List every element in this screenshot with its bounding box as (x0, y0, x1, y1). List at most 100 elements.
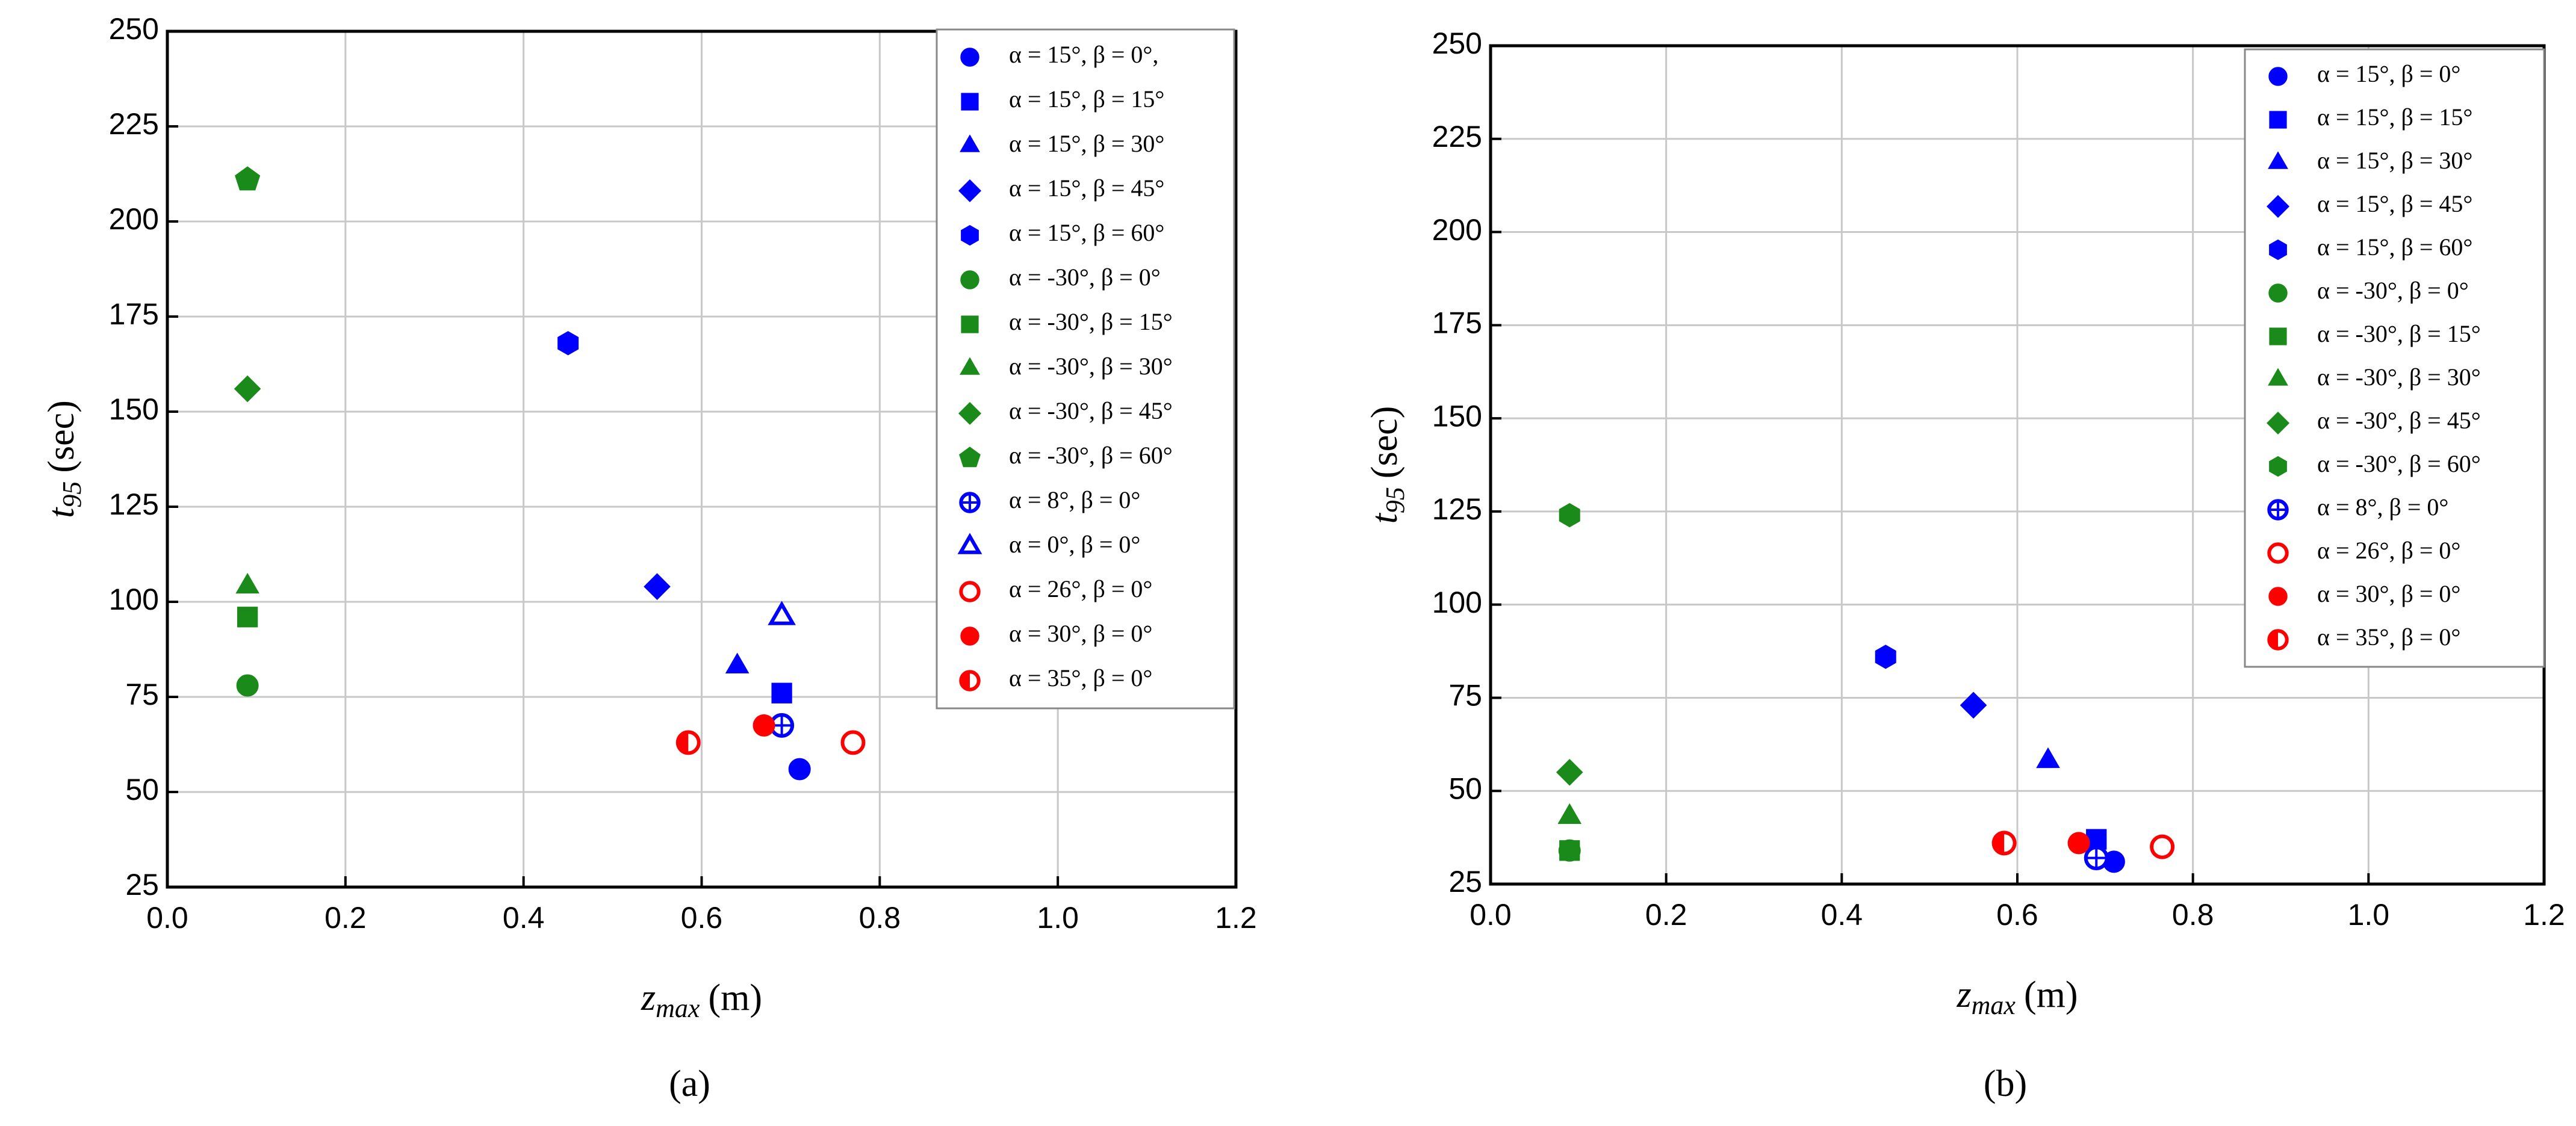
legend-box (2244, 48, 2545, 668)
marker-shape (957, 533, 982, 554)
legend-label: α = 15°, β = 60° (2317, 234, 2472, 261)
marker-shape (1557, 803, 1582, 824)
x-tick-label: 0.0 (146, 901, 188, 935)
axis-subscript: 95 (1380, 487, 1410, 513)
x-tick-label: 1.0 (1037, 901, 1079, 935)
marker-shape (234, 375, 261, 403)
marker (2267, 629, 2289, 651)
marker (753, 714, 775, 737)
marker-shape (960, 48, 979, 67)
legend-label: α = -30°, β = 45° (2317, 407, 2481, 434)
axis-symbol: t (1364, 512, 1405, 524)
legend-label: α = -30°, β = 60° (1009, 442, 1173, 469)
marker (2267, 499, 2289, 521)
y-tick-label: 100 (109, 583, 159, 616)
marker-shape (959, 581, 981, 602)
legend-label: α = -30°, β = 0° (1009, 264, 1161, 291)
legend-label: α = 15°, β = 45° (2317, 190, 2472, 217)
marker (2266, 194, 2290, 218)
legend-box (936, 28, 1235, 710)
legend-label: α = -30°, β = 15° (2317, 320, 2481, 347)
legend-label: α = 15°, β = 15° (1009, 85, 1164, 113)
y-tick-label: 75 (1448, 679, 1482, 713)
marker (2268, 587, 2288, 606)
marker-shape (2268, 587, 2288, 606)
marker-shape (2269, 239, 2287, 261)
legend-label: α = 15°, β = 0°, (1009, 41, 1158, 68)
y-tick-label: 100 (1432, 586, 1482, 619)
legend: α = 15°, β = 0°, α = 15°, β = 15° α = 15°,… (936, 28, 1235, 710)
marker-shape (961, 93, 979, 111)
marker (2150, 834, 2175, 859)
marker (2269, 456, 2287, 477)
marker-half (961, 672, 970, 690)
marker-shape (960, 134, 980, 152)
marker-shape (235, 166, 261, 191)
marker-shape (2269, 456, 2287, 477)
y-tick-label: 150 (1432, 399, 1482, 433)
marker-shape (788, 758, 811, 781)
marker (959, 581, 981, 602)
legend-label: α = 30°, β = 0° (1009, 620, 1152, 647)
y-tick-label: 225 (1432, 120, 1482, 153)
y-tick-label: 25 (125, 868, 159, 902)
x-tick-label: 0.4 (1821, 898, 1863, 932)
x-tick-label: 0.6 (1996, 898, 2038, 932)
marker (235, 572, 259, 594)
marker (2268, 67, 2288, 86)
y-tick-label: 250 (1432, 26, 1482, 60)
legend-label: α = -30°, β = 45° (1009, 397, 1173, 424)
x-tick-label: 0.6 (681, 901, 723, 935)
marker-shape (2268, 368, 2288, 386)
legend-label: α = -30°, β = 60° (2317, 450, 2481, 477)
legend-label: α = -30°, β = 15° (1009, 308, 1173, 335)
marker (2268, 283, 2288, 303)
legend-label: α = -30°, β = 30° (2317, 363, 2481, 391)
marker (2269, 239, 2287, 261)
marker-shape (768, 601, 796, 625)
x-axis-label: zmax (m) (1957, 974, 2078, 1020)
x-tick-label: 1.2 (2523, 898, 2565, 932)
legend-label: α = 30°, β = 0° (2317, 580, 2460, 607)
marker-half (2269, 631, 2278, 649)
x-axis-label: zmax (m) (641, 977, 762, 1023)
marker-shape (557, 331, 579, 356)
legend-label: α = -30°, β = 0° (2317, 277, 2469, 304)
y-tick-label: 200 (109, 202, 159, 236)
legend-label: α = 15°, β = 60° (1009, 219, 1164, 246)
axis-symbol: z (641, 977, 656, 1018)
marker-shape (1559, 840, 1580, 861)
marker-shape (2268, 283, 2288, 303)
marker-shape (961, 315, 979, 333)
marker (958, 401, 982, 425)
marker-shape (2269, 327, 2287, 345)
marker-half (1993, 832, 2005, 854)
legend-label: α = 26°, β = 0° (2317, 537, 2460, 564)
legend-label: α = 15°, β = 30° (1009, 130, 1164, 157)
x-tick-label: 0.2 (324, 901, 367, 935)
marker-shape (960, 357, 980, 375)
legend-label: α = 35°, β = 0° (1009, 664, 1152, 691)
plot-frame (166, 29, 1238, 889)
marker (771, 682, 792, 704)
x-tick-label: 1.2 (1215, 901, 1257, 935)
marker-shape (2266, 411, 2290, 435)
marker (961, 93, 979, 111)
y-tick-label: 150 (109, 392, 159, 426)
marker (2268, 151, 2288, 169)
marker-shape (2150, 834, 2175, 859)
marker-shape (771, 682, 792, 704)
legend-label: α = 8°, β = 0° (1009, 486, 1140, 513)
x-tick-label: 0.8 (2172, 898, 2214, 932)
marker (1557, 803, 1582, 824)
marker-shape (2268, 151, 2288, 169)
marker (2269, 111, 2287, 129)
chart: 25 50 75 100 125 150 175 200 225 250 0.0 0.2 0.4 0.6 0… (1364, 26, 2565, 1104)
marker (959, 492, 981, 513)
marker (2084, 846, 2109, 871)
marker (557, 331, 579, 356)
legend-label: α = 35°, β = 0° (2317, 623, 2460, 651)
chart: 25 50 75 100 125 150 175 200 225 250 0.0 0.2 0.4 0.6 0… (41, 12, 1257, 1104)
marker (1559, 840, 1580, 861)
